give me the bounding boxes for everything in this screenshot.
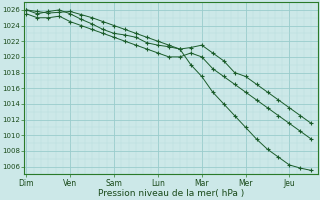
X-axis label: Pression niveau de la mer( hPa ): Pression niveau de la mer( hPa ) xyxy=(98,189,244,198)
